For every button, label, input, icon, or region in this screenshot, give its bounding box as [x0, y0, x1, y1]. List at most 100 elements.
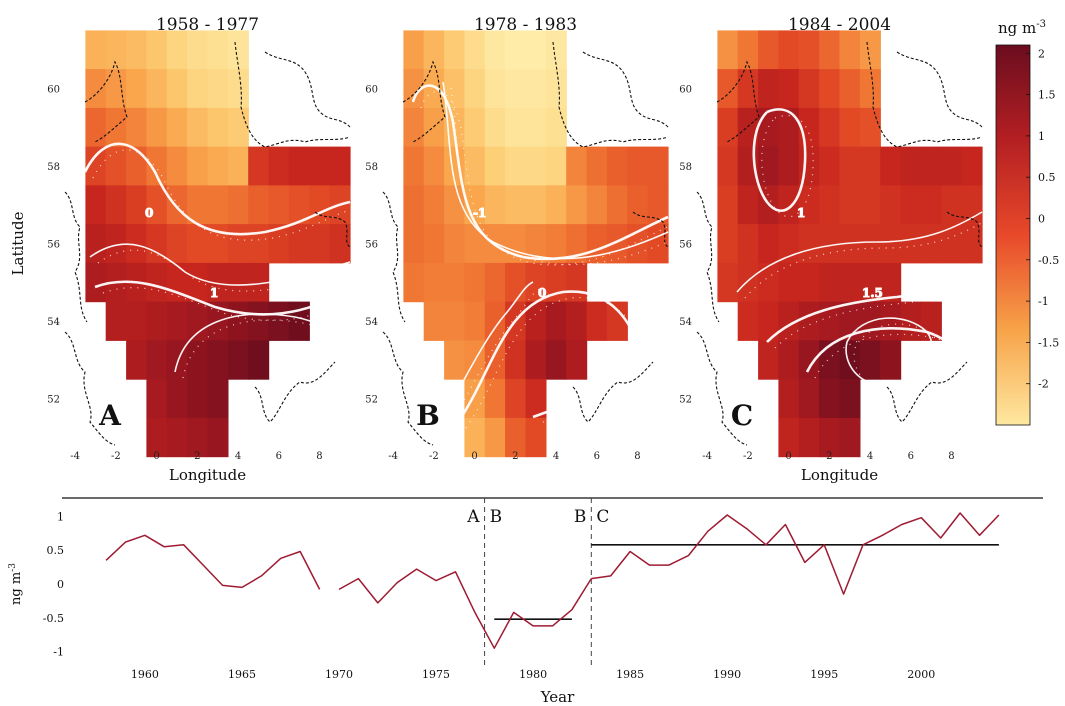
map-panel-b: -1 0 60 58 56 54 52 -4 -2 0 2 4 6 8 1978 - 1983 B: [365, 15, 677, 462]
y-tick-label: 60: [679, 85, 692, 96]
heat-cell: [423, 262, 445, 303]
heat-cell: [505, 69, 527, 109]
coastline-path: [402, 60, 446, 143]
y-tick-label: 54: [365, 317, 378, 328]
heat-cell: [586, 301, 608, 341]
heat-cell: [839, 30, 861, 70]
heat-cell: [525, 417, 547, 458]
y-tick-label: 56: [47, 240, 60, 251]
heat-cell: [444, 301, 466, 341]
heat-cell: [146, 146, 168, 186]
contour-line: [752, 108, 807, 212]
heat-cell: [227, 224, 249, 264]
heat-cell: [166, 224, 188, 264]
heat-cell: [166, 107, 188, 148]
x-tick-label: 1990: [713, 668, 741, 681]
heat-cell: [146, 379, 168, 419]
heat-cell: [859, 340, 881, 380]
heat-cell: [920, 146, 942, 186]
heat-cell: [126, 107, 148, 148]
heat-cell: [606, 185, 628, 225]
heat-cell: [146, 224, 168, 264]
heat-cell: [880, 301, 902, 341]
colorbar-tick-label: -1.5: [1038, 336, 1059, 349]
heat-cell: [484, 262, 506, 303]
heat-cell: [85, 146, 107, 186]
heat-cell: [423, 30, 445, 70]
heat-cell: [207, 185, 229, 225]
heat-cell: [525, 146, 547, 186]
y-tick-label: 0.5: [47, 544, 65, 557]
heat-cell: [207, 107, 229, 148]
heat-cell: [227, 185, 249, 225]
heat-cell: [403, 224, 425, 264]
heat-cell: [819, 224, 841, 264]
heat-cell: [484, 146, 506, 186]
heat-cell: [859, 69, 881, 109]
colorbar-tick-label: -2: [1038, 378, 1049, 391]
x-tick-label: -2: [429, 451, 439, 462]
contour-label: 0: [145, 206, 153, 220]
heat-cell: [484, 417, 506, 458]
heat-cell: [187, 417, 209, 458]
heat-cell: [126, 340, 148, 380]
coastline-path: [896, 51, 983, 128]
x-tick-label: 4: [235, 451, 241, 462]
colorbar-tick-label: 1.5: [1038, 89, 1056, 102]
contour-line: [845, 317, 933, 388]
contour-line: [174, 313, 346, 373]
map-title: 1958 - 1977: [156, 15, 259, 35]
x-tick-label: -4: [70, 451, 80, 462]
heat-cell: [146, 107, 168, 148]
heat-cell: [126, 69, 148, 109]
heat-cell: [187, 30, 209, 70]
heat-cell: [484, 107, 506, 148]
heat-cell: [961, 146, 983, 186]
heat-cell: [900, 224, 922, 264]
heat-cell: [737, 262, 759, 303]
x-tick-label: 8: [948, 451, 954, 462]
heat-cell: [900, 146, 922, 186]
coastline-path: [582, 51, 669, 128]
y-tick-label: 54: [47, 317, 60, 328]
heat-cell: [586, 224, 608, 264]
x-tick-label: 1970: [325, 668, 353, 681]
heat-cell: [403, 107, 425, 148]
coastline-path: [946, 211, 983, 248]
heat-cell: [464, 185, 486, 225]
heat-cell: [105, 224, 127, 264]
heat-cell: [207, 146, 229, 186]
heat-cell: [566, 301, 588, 341]
heat-cell: [778, 185, 800, 225]
x-tick-label: 1985: [616, 668, 644, 681]
heat-cell: [606, 146, 628, 186]
heat-cell: [166, 185, 188, 225]
map-title: 1984 - 2004: [788, 15, 891, 35]
heat-cell: [880, 224, 902, 264]
coastline: [64, 41, 351, 446]
heat-cell: [758, 107, 780, 148]
heat-cell: [717, 69, 739, 109]
heat-cell: [941, 185, 963, 225]
heat-cell: [859, 185, 881, 225]
heat-cell: [798, 224, 820, 264]
heat-cell: [586, 185, 608, 225]
heat-cell: [758, 262, 780, 303]
heat-cell: [525, 379, 547, 419]
y-tick-label: 56: [679, 240, 692, 251]
heat-cell: [798, 30, 820, 70]
x-tick-label: 8: [634, 451, 640, 462]
heat-cell: [859, 262, 881, 303]
heat-cell: [146, 301, 168, 341]
heat-cell: [717, 224, 739, 264]
heat-cell: [545, 185, 567, 225]
heat-cell: [545, 69, 567, 109]
y-tick-label: 58: [47, 162, 60, 173]
y-tick-label: -1: [53, 646, 64, 659]
heat-cell: [505, 146, 527, 186]
y-tick-label: 58: [679, 162, 692, 173]
heat-cell: [444, 224, 466, 264]
heat-cell: [505, 262, 527, 303]
heat-cell: [187, 107, 209, 148]
